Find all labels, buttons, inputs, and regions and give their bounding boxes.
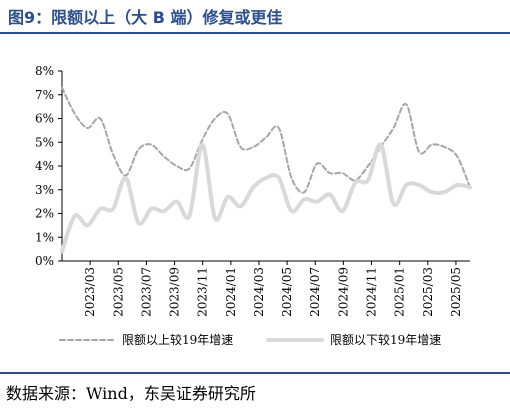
figure-title: 图9：限额以上（大 B 端）修复或更佳 [8, 8, 283, 27]
x-tick-label: 2023/09 [168, 267, 182, 317]
x-tick-label: 2024/09 [336, 267, 350, 317]
y-tick-label: 3% [35, 183, 54, 197]
footer-divider [0, 372, 510, 374]
y-tick-label: 0% [35, 254, 54, 268]
x-tick-label: 2023/05 [111, 267, 125, 317]
legend: 限额以上较19年增速 限额以下较19年增速 [59, 332, 441, 347]
y-tick-label: 6% [35, 112, 54, 126]
series-layer [60, 86, 472, 254]
x-tick-label: 2025/05 [449, 267, 463, 317]
axis-ticks [58, 70, 457, 265]
series-line-below-quota [60, 142, 472, 254]
x-tick-label: 2023/03 [83, 267, 97, 317]
x-tick-label: 2024/03 [252, 267, 266, 317]
legend-label: 限额以下较19年增速 [330, 332, 441, 347]
x-axis-labels: 2023/03 2023/05 2023/07 2023/09 2023/11 2024/… [83, 267, 463, 317]
y-axis-labels: 0% 1% 2% 3% 4% 5% 6% 7% 8% [35, 64, 54, 268]
x-tick-label: 2024/01 [224, 267, 238, 317]
x-tick-label: 2024/05 [280, 267, 294, 317]
y-tick-label: 7% [35, 88, 54, 102]
title-bar: 图9：限额以上（大 B 端）修复或更佳 [0, 0, 510, 34]
y-tick-label: 4% [35, 159, 54, 173]
x-tick-label: 2025/03 [421, 267, 435, 317]
series-line-above-quota [61, 86, 471, 194]
y-tick-label: 2% [35, 207, 54, 221]
x-tick-label: 2024/11 [365, 267, 379, 317]
line-chart: 0% 1% 2% 3% 4% 5% 6% 7% 8% 2023/03 2023/05 2023/07… [35, 64, 472, 347]
y-tick-label: 5% [35, 135, 54, 149]
y-tick-label: 8% [35, 64, 54, 78]
x-tick-label: 2023/11 [196, 267, 210, 317]
x-tick-label: 2025/01 [393, 267, 407, 317]
data-source: 数据来源：Wind，东吴证券研究所 [6, 384, 256, 403]
x-tick-label: 2023/07 [139, 267, 153, 317]
y-tick-label: 1% [35, 230, 54, 244]
x-tick-label: 2024/07 [308, 267, 322, 317]
legend-label: 限额以上较19年增速 [122, 332, 233, 347]
